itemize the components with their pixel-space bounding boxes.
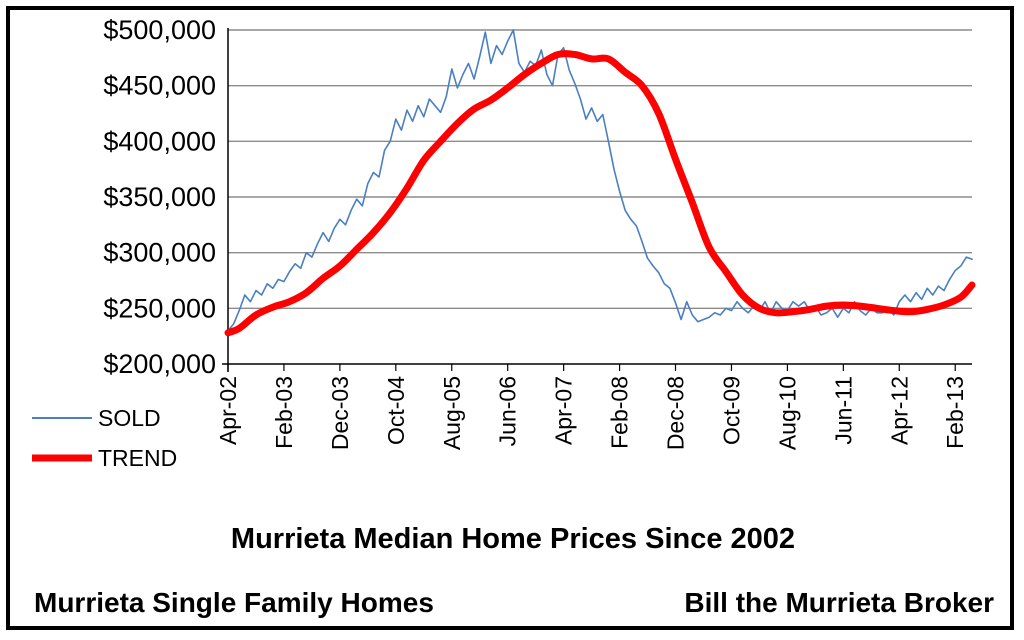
x-tick-label: Jun-06: [495, 376, 521, 446]
y-tick-label: $300,000: [103, 238, 216, 268]
chart-axes: [222, 28, 972, 372]
footer-right-caption: Bill the Murrieta Broker: [684, 587, 994, 618]
y-tick-label: $500,000: [103, 15, 216, 45]
legend-label-sold: SOLD: [98, 405, 161, 431]
x-tick-label: Feb-03: [271, 376, 297, 449]
x-tick-label: Dec-08: [663, 376, 689, 450]
legend-label-trend: TREND: [98, 445, 177, 471]
chart-title: Murrieta Median Home Prices Since 2002: [231, 523, 795, 555]
legend: SOLD TREND: [32, 405, 177, 471]
footer-left-caption: Murrieta Single Family Homes: [34, 587, 434, 618]
x-tick-label: Apr-07: [551, 376, 577, 445]
y-tick-label: $450,000: [103, 71, 216, 101]
x-tick-label: Apr-02: [215, 376, 241, 445]
x-tick-label: Dec-03: [327, 376, 353, 450]
x-tick-label: Feb-13: [942, 376, 968, 449]
chart-series: [224, 29, 976, 337]
x-tick-label: Feb-08: [607, 376, 633, 449]
y-tick-label: $350,000: [103, 182, 216, 212]
y-tick-label: $250,000: [103, 293, 216, 323]
x-axis-tick-labels: Apr-02 Feb-03 Dec-03 Oct-04 Aug-05 Jun-06 Apr-…: [215, 376, 968, 450]
y-tick-label: $400,000: [103, 126, 216, 156]
series-line-sold: [227, 29, 973, 332]
series-line-trend: [224, 50, 976, 337]
y-axis-tick-labels: $200,000 $250,000 $300,000 $350,000 $400,000…: [103, 15, 216, 379]
x-tick-label: Oct-09: [718, 376, 744, 445]
x-tick-label: Aug-10: [774, 376, 800, 450]
x-tick-label: Oct-04: [383, 376, 409, 445]
x-tick-label: Jun-11: [830, 376, 856, 445]
x-tick-label: Apr-12: [886, 376, 912, 445]
y-tick-label: $200,000: [103, 349, 216, 379]
chart-frame: [6, 6, 1014, 630]
x-tick-label: Aug-05: [439, 376, 465, 450]
